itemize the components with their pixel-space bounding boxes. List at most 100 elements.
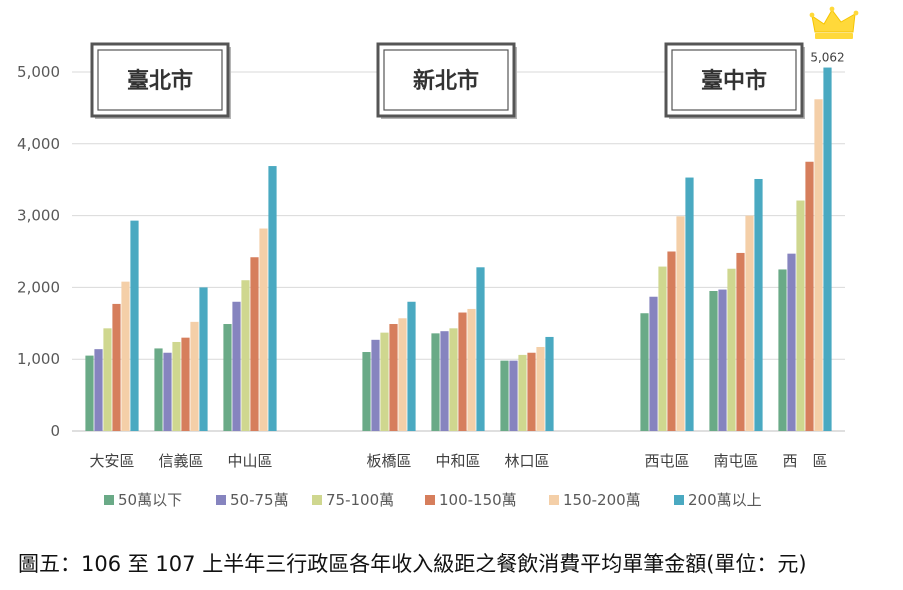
bar <box>259 228 268 431</box>
city-label: 臺北市 <box>127 68 193 94</box>
bar <box>223 324 232 431</box>
x-tick-label: 板橋區 <box>366 452 411 470</box>
bar <box>407 301 416 431</box>
legend-label: 50萬以下 <box>118 491 182 509</box>
legend-swatch <box>674 495 684 505</box>
bar <box>823 67 832 431</box>
y-tick-label: 4,000 <box>17 135 60 153</box>
bar <box>154 348 163 431</box>
bar <box>640 313 649 431</box>
legend-label: 200萬以上 <box>688 491 762 509</box>
city-box-inner <box>383 49 509 111</box>
bar <box>449 328 458 431</box>
legend-swatch <box>549 495 559 505</box>
city-box-inner <box>671 49 797 111</box>
bar <box>190 321 199 431</box>
chart: 0 1,000 2,000 3,000 4,000 5,000 臺北市 新北市 臺中市 大安區… <box>17 6 859 509</box>
y-axis: 0 1,000 2,000 3,000 4,000 5,000 <box>17 63 60 440</box>
bar <box>527 352 536 431</box>
y-tick-label: 0 <box>50 422 60 440</box>
legend-swatch <box>104 495 114 505</box>
bar <box>754 178 763 431</box>
bar <box>163 352 172 431</box>
legend-swatch <box>425 495 435 505</box>
bar <box>268 166 277 432</box>
y-tick-label: 1,000 <box>17 350 60 368</box>
bar <box>787 253 796 431</box>
bar <box>94 349 103 431</box>
bar <box>805 161 814 431</box>
x-tick-label: 西 區 <box>782 452 827 470</box>
legend-label: 100-150萬 <box>439 491 517 509</box>
annotations: 5,062 <box>810 51 844 65</box>
bar <box>172 341 181 431</box>
bar <box>685 177 694 431</box>
bars <box>85 67 832 432</box>
x-tick-label: 西屯區 <box>644 452 689 470</box>
bar <box>103 328 112 431</box>
x-tick-label: 中山區 <box>227 452 272 470</box>
bar <box>536 346 545 431</box>
bar <box>389 324 398 431</box>
bar <box>398 318 407 431</box>
crown-icon <box>809 6 859 39</box>
x-tick-label: 林口區 <box>504 452 549 470</box>
legend-swatch <box>312 495 322 505</box>
bar <box>362 352 371 431</box>
bar <box>814 99 823 431</box>
bar <box>232 301 241 431</box>
bar <box>199 287 208 431</box>
y-tick-label: 5,000 <box>17 63 60 81</box>
bar <box>440 331 449 431</box>
data-label: 5,062 <box>810 51 844 65</box>
x-tick-label: 信義區 <box>158 452 203 470</box>
legend: 50萬以下 50-75萬 75-100萬 100-150萬 150-200萬 200萬以上 <box>104 491 762 509</box>
bar <box>778 269 787 431</box>
bar <box>112 303 121 431</box>
legend-label: 75-100萬 <box>326 491 394 509</box>
bar <box>545 336 554 431</box>
legend-label: 50-75萬 <box>230 491 289 509</box>
bar <box>121 281 130 431</box>
bar <box>458 312 467 431</box>
city-label: 新北市 <box>413 68 479 94</box>
bar <box>476 267 485 431</box>
bar <box>796 200 805 431</box>
bar <box>431 333 440 431</box>
bar <box>130 220 139 431</box>
bar <box>518 354 527 431</box>
city-box-inner <box>97 49 223 111</box>
legend-swatch <box>216 495 226 505</box>
bar <box>181 337 190 431</box>
bar <box>85 355 94 431</box>
x-tick-label: 南屯區 <box>713 452 758 470</box>
bar <box>250 257 259 431</box>
bar <box>380 332 389 431</box>
y-tick-label: 2,000 <box>17 278 60 296</box>
city-label: 臺中市 <box>701 68 767 94</box>
figure-caption: 圖五：106 至 107 上半年三行政區各年收入級距之餐飲消費平均單筆金額(單位… <box>18 552 807 576</box>
bar <box>649 296 658 431</box>
x-tick-label: 中和區 <box>435 452 480 470</box>
x-axis: 大安區 信義區 中山區 板橋區 中和區 林口區 西屯區 南屯區 西 區 <box>89 452 827 470</box>
legend-label: 150-200萬 <box>563 491 641 509</box>
bar <box>745 215 754 431</box>
x-tick-label: 大安區 <box>89 452 134 470</box>
bar <box>509 360 518 431</box>
bar <box>736 252 745 431</box>
city-labels: 臺北市 新北市 臺中市 <box>90 42 805 119</box>
bar <box>718 289 727 431</box>
bar <box>658 266 667 431</box>
bar <box>241 280 250 431</box>
bar <box>467 308 476 431</box>
y-tick-label: 3,000 <box>17 207 60 225</box>
bar <box>709 290 718 431</box>
bar <box>371 339 380 431</box>
city-box <box>376 42 516 118</box>
city-box <box>90 42 230 118</box>
bar <box>727 268 736 431</box>
bar <box>500 360 509 431</box>
bar <box>667 251 676 431</box>
bar <box>676 216 685 431</box>
city-box <box>664 42 804 118</box>
